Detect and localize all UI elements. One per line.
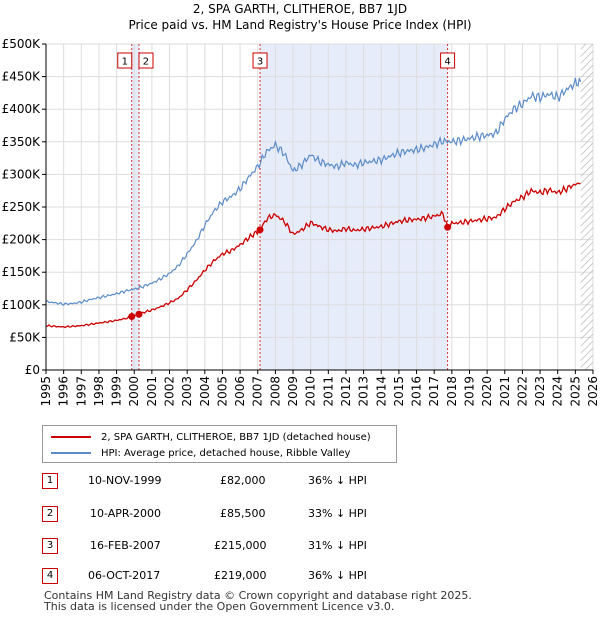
sale-hpi-diff: 31% ↓ HPI bbox=[308, 539, 367, 552]
sale-marker-box bbox=[138, 52, 154, 69]
sale-marker-box bbox=[440, 52, 456, 69]
chart-area: 1 2 3 4 £0 £50K £100K £150K £200K £250K £300K £350… bbox=[2, 37, 600, 407]
x-tick-label: 2009 bbox=[286, 376, 300, 407]
x-tick-label: 2019 bbox=[463, 376, 477, 407]
legend-property-label: 2, SPA GARTH, CLITHEROE, BB7 1JD (detach… bbox=[101, 431, 371, 443]
x-tick-label: 2013 bbox=[357, 376, 371, 407]
x-tick-label: 2000 bbox=[127, 376, 141, 407]
sale-marker-2: 2 bbox=[138, 52, 154, 69]
sale-price: £82,000 bbox=[220, 474, 266, 487]
y-tick-label: £50K bbox=[9, 330, 41, 344]
sale-marker-label: 4 bbox=[444, 57, 450, 68]
sale-date: 06-OCT-2017 bbox=[88, 569, 161, 582]
x-tick-label: 2012 bbox=[339, 376, 353, 407]
y-tick-label: £450K bbox=[2, 70, 42, 84]
table-row: 3 16-FEB-2007 £215,000 31% ↓ HPI bbox=[42, 537, 402, 555]
sale-date: 10-APR-2000 bbox=[90, 507, 162, 520]
x-tick-label: 2022 bbox=[515, 376, 529, 407]
sale-price: £215,000 bbox=[214, 539, 267, 552]
x-tick-label: 2020 bbox=[480, 376, 494, 407]
x-tick-label: 1995 bbox=[39, 376, 53, 407]
sale-number-badge: 1 bbox=[42, 473, 58, 489]
y-tick-label: £250K bbox=[2, 200, 42, 214]
x-tick-label: 1999 bbox=[110, 376, 124, 407]
sale-date: 16-FEB-2007 bbox=[90, 539, 161, 552]
x-tick-label: 2025 bbox=[568, 376, 582, 407]
x-tick-label: 2008 bbox=[268, 376, 282, 407]
legend-blue-line bbox=[51, 452, 91, 454]
legend: 2, SPA GARTH, CLITHEROE, BB7 1JD (detach… bbox=[42, 425, 397, 463]
y-tick-label: £400K bbox=[2, 102, 42, 116]
x-tick-label: 2016 bbox=[410, 376, 424, 407]
sale-point-1 bbox=[128, 313, 136, 321]
x-tick-label: 2015 bbox=[392, 376, 406, 407]
sale-price: £219,000 bbox=[214, 569, 267, 582]
x-tick-label: 1997 bbox=[74, 376, 88, 407]
y-tick-label: £150K bbox=[2, 265, 42, 279]
x-tick-label: 2011 bbox=[321, 376, 335, 407]
y-tick-label: £350K bbox=[2, 135, 42, 149]
footer-note: Contains HM Land Registry data © Crown c… bbox=[44, 590, 472, 612]
y-tick-label: £500K bbox=[2, 37, 42, 51]
sale-marker-box bbox=[252, 52, 268, 69]
x-tick-label: 2026 bbox=[586, 376, 600, 407]
sale-point-4 bbox=[444, 223, 452, 231]
sale-marker-label: 2 bbox=[143, 57, 149, 68]
x-tick-label: 2017 bbox=[427, 376, 441, 407]
sale-marker-4: 4 bbox=[440, 52, 456, 69]
sale-marker-1: 1 bbox=[117, 52, 133, 69]
y-tick-label: £100K bbox=[2, 298, 42, 312]
x-tick-label: 2024 bbox=[551, 376, 565, 407]
sale-number-badge: 4 bbox=[42, 568, 58, 584]
x-tick-label: 2003 bbox=[180, 376, 194, 407]
table-row: 1 10-NOV-1999 £82,000 36% ↓ HPI bbox=[42, 472, 402, 490]
x-tick-label: 2010 bbox=[304, 376, 318, 407]
y-tick-label: £0 bbox=[25, 363, 40, 377]
sale-price: £85,500 bbox=[220, 507, 266, 520]
x-tick-label: 1998 bbox=[92, 376, 106, 407]
sale-marker-3: 3 bbox=[252, 52, 268, 69]
table-row: 4 06-OCT-2017 £219,000 36% ↓ HPI bbox=[42, 567, 402, 585]
chart-subtitle: Price paid vs. HM Land Registry's House … bbox=[128, 18, 472, 32]
x-tick-label: 1996 bbox=[57, 376, 71, 407]
property-series-line bbox=[45, 182, 581, 329]
x-tick-label: 2007 bbox=[251, 376, 265, 407]
sale-marker-label: 3 bbox=[257, 57, 263, 68]
sale-hpi-diff: 36% ↓ HPI bbox=[308, 474, 367, 487]
sale-marker-label: 1 bbox=[122, 57, 128, 68]
forecast-hatch bbox=[580, 44, 593, 370]
table-row: 2 10-APR-2000 £85,500 33% ↓ HPI bbox=[42, 505, 402, 523]
y-tick-label: £300K bbox=[2, 167, 42, 181]
y-tick-label: £200K bbox=[2, 233, 42, 247]
sale-point-3 bbox=[256, 226, 264, 234]
chart-title: 2, SPA GARTH, CLITHEROE, BB7 1JD bbox=[192, 2, 408, 16]
x-tick-label: 2001 bbox=[145, 376, 159, 407]
x-tick-label: 2014 bbox=[374, 376, 388, 407]
legend-hpi-label: HPI: Average price, detached house, Ribb… bbox=[101, 447, 351, 459]
x-tick-label: 2006 bbox=[233, 376, 247, 407]
footer-licence: This data is licensed under the Open Gov… bbox=[44, 600, 395, 613]
sale-marker-box bbox=[117, 52, 133, 69]
x-tick-label: 2005 bbox=[216, 376, 230, 407]
sale-number-badge: 3 bbox=[42, 538, 58, 554]
x-tick-label: 2002 bbox=[163, 376, 177, 407]
footer-copyright: Contains HM Land Registry data © Crown c… bbox=[44, 589, 472, 602]
hpi-series-line bbox=[45, 77, 582, 306]
sale-hpi-diff: 33% ↓ HPI bbox=[308, 507, 367, 520]
sale-point-2 bbox=[135, 310, 143, 318]
x-tick-label: 2004 bbox=[198, 376, 212, 407]
x-tick-label: 2018 bbox=[445, 376, 459, 407]
sale-date: 10-NOV-1999 bbox=[88, 474, 162, 487]
legend-red-line bbox=[51, 436, 91, 438]
legend-item-property: 2, SPA GARTH, CLITHEROE, BB7 1JD (detach… bbox=[51, 430, 371, 444]
x-tick-label: 2023 bbox=[533, 376, 547, 407]
x-tick-label: 2021 bbox=[498, 376, 512, 407]
legend-item-hpi: HPI: Average price, detached house, Ribb… bbox=[51, 446, 350, 460]
sale-hpi-diff: 36% ↓ HPI bbox=[308, 569, 367, 582]
sale-number-badge: 2 bbox=[42, 506, 58, 522]
